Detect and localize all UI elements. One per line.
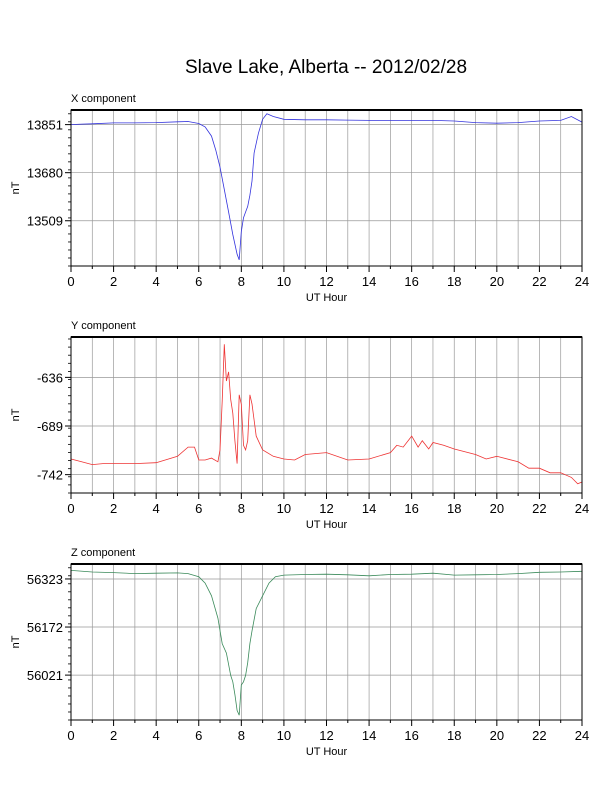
y-tick-label: -636 xyxy=(37,370,63,385)
x-tick-label: 2 xyxy=(110,274,117,289)
x-tick-label: 10 xyxy=(277,501,291,516)
x-tick-label: 22 xyxy=(532,501,546,516)
series-line xyxy=(70,344,583,485)
y-tick-label: 13509 xyxy=(27,214,63,229)
x-tick-label: 12 xyxy=(319,501,333,516)
x-tick-label: 20 xyxy=(490,274,504,289)
panel-title: Z component xyxy=(71,547,135,559)
panel-title: Y component xyxy=(71,320,136,332)
y-tick-label: 56021 xyxy=(27,668,63,683)
x-tick-label: 10 xyxy=(277,274,291,289)
y-axis-label: nT xyxy=(10,408,22,421)
x-tick-label: 6 xyxy=(195,501,202,516)
series-line xyxy=(70,113,583,260)
x-tick-label: 6 xyxy=(195,728,202,743)
y-tick-label: 13680 xyxy=(27,166,63,181)
x-tick-label: 0 xyxy=(67,274,74,289)
x-tick-label: 4 xyxy=(153,728,160,743)
x-tick-label: 8 xyxy=(238,728,245,743)
x-tick-label: 12 xyxy=(319,274,333,289)
x-tick-label: 12 xyxy=(319,728,333,743)
x-axis-label: UT Hour xyxy=(306,746,348,758)
x-tick-label: 18 xyxy=(447,728,461,743)
x-tick-label: 18 xyxy=(447,274,461,289)
x-tick-label: 24 xyxy=(575,728,589,743)
x-tick-label: 8 xyxy=(238,274,245,289)
x-tick-label: 20 xyxy=(490,728,504,743)
x-tick-label: 22 xyxy=(532,274,546,289)
x-axis-label: UT Hour xyxy=(306,519,348,531)
y-tick-label: 56172 xyxy=(27,620,63,635)
x-tick-label: 8 xyxy=(238,501,245,516)
x-tick-label: 6 xyxy=(195,274,202,289)
y-tick-label: 13851 xyxy=(27,118,63,133)
y-tick-label: -689 xyxy=(37,419,63,434)
x-tick-label: 16 xyxy=(404,728,418,743)
x-tick-label: 20 xyxy=(490,501,504,516)
y-tick-label: -742 xyxy=(37,468,63,483)
y-axis-label: nT xyxy=(10,635,22,648)
x-tick-label: 14 xyxy=(362,501,376,516)
x-tick-label: 24 xyxy=(575,501,589,516)
x-tick-label: 14 xyxy=(362,728,376,743)
x-tick-label: 0 xyxy=(67,501,74,516)
x-tick-label: 22 xyxy=(532,728,546,743)
x-tick-label: 18 xyxy=(447,501,461,516)
x-tick-label: 4 xyxy=(153,274,160,289)
x-axis-label: UT Hour xyxy=(306,292,348,304)
x-tick-label: 2 xyxy=(110,728,117,743)
x-tick-label: 16 xyxy=(404,274,418,289)
x-tick-label: 24 xyxy=(575,274,589,289)
x-tick-label: 10 xyxy=(277,728,291,743)
x-tick-label: 4 xyxy=(153,501,160,516)
x-tick-label: 16 xyxy=(404,501,418,516)
chart-title: Slave Lake, Alberta -- 2012/02/28 xyxy=(184,57,468,78)
x-tick-label: 0 xyxy=(67,728,74,743)
panel-title: X component xyxy=(71,93,136,105)
x-tick-label: 2 xyxy=(110,501,117,516)
y-axis-label: nT xyxy=(10,181,22,194)
x-tick-label: 14 xyxy=(362,274,376,289)
series-line xyxy=(70,570,583,716)
y-tick-label: 56323 xyxy=(27,572,63,587)
